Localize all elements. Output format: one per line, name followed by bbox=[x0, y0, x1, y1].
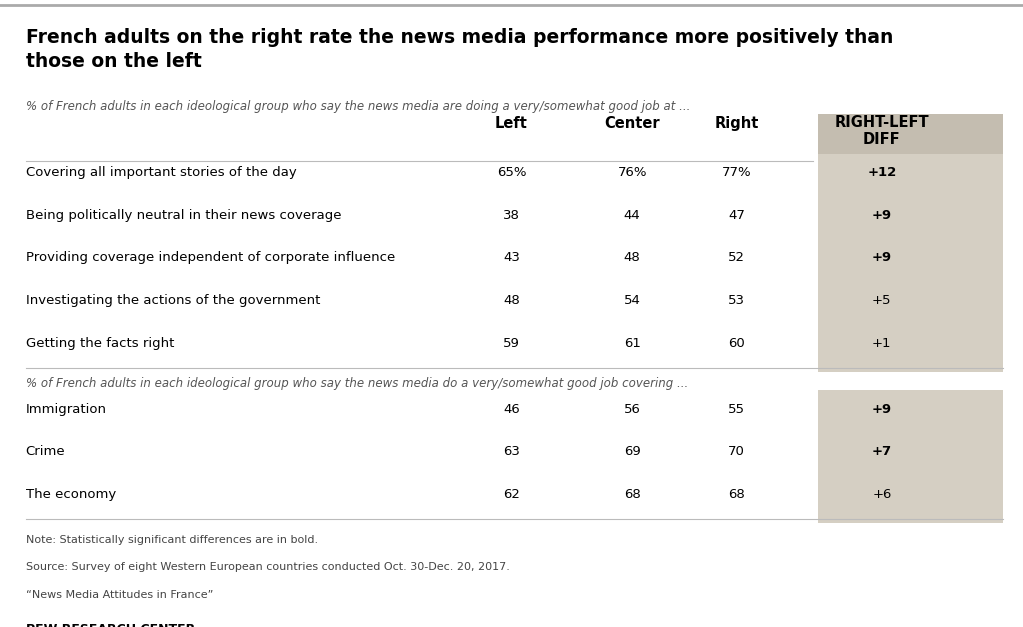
Text: +9: +9 bbox=[872, 403, 892, 416]
Text: Crime: Crime bbox=[26, 445, 65, 458]
Text: +1: +1 bbox=[872, 337, 892, 350]
Text: 48: 48 bbox=[624, 251, 640, 265]
Text: Investigating the actions of the government: Investigating the actions of the governm… bbox=[26, 294, 320, 307]
Text: % of French adults in each ideological group who say the news media are doing a : % of French adults in each ideological g… bbox=[26, 100, 690, 113]
Text: RIGHT-LEFT
DIFF: RIGHT-LEFT DIFF bbox=[835, 115, 929, 147]
Text: Center: Center bbox=[605, 116, 660, 131]
Text: 60: 60 bbox=[728, 337, 745, 350]
Text: Providing coverage independent of corporate influence: Providing coverage independent of corpor… bbox=[26, 251, 395, 265]
Text: +9: +9 bbox=[872, 251, 892, 265]
Text: French adults on the right rate the news media performance more positively than
: French adults on the right rate the news… bbox=[26, 28, 893, 71]
Text: 61: 61 bbox=[624, 337, 640, 350]
Text: 62: 62 bbox=[503, 488, 520, 501]
Text: % of French adults in each ideological group who say the news media do a very/so: % of French adults in each ideological g… bbox=[26, 377, 687, 391]
Text: 70: 70 bbox=[728, 445, 745, 458]
Text: 46: 46 bbox=[503, 403, 520, 416]
Text: The economy: The economy bbox=[26, 488, 116, 501]
Text: 59: 59 bbox=[503, 337, 520, 350]
Text: 65%: 65% bbox=[497, 166, 526, 179]
Text: Source: Survey of eight Western European countries conducted Oct. 30-Dec. 20, 20: Source: Survey of eight Western European… bbox=[26, 562, 509, 572]
Text: Covering all important stories of the day: Covering all important stories of the da… bbox=[26, 166, 297, 179]
Text: 54: 54 bbox=[624, 294, 640, 307]
Text: Being politically neutral in their news coverage: Being politically neutral in their news … bbox=[26, 209, 341, 222]
Text: 47: 47 bbox=[728, 209, 745, 222]
Text: 63: 63 bbox=[503, 445, 520, 458]
Text: 68: 68 bbox=[624, 488, 640, 501]
Text: 53: 53 bbox=[728, 294, 745, 307]
Text: Right: Right bbox=[714, 116, 759, 131]
Text: PEW RESEARCH CENTER: PEW RESEARCH CENTER bbox=[26, 623, 194, 627]
Text: +5: +5 bbox=[872, 294, 892, 307]
FancyBboxPatch shape bbox=[818, 114, 1003, 161]
Text: 76%: 76% bbox=[618, 166, 647, 179]
Text: 43: 43 bbox=[503, 251, 520, 265]
Text: +6: +6 bbox=[873, 488, 891, 501]
Text: +9: +9 bbox=[872, 209, 892, 222]
Text: 52: 52 bbox=[728, 251, 745, 265]
Text: 48: 48 bbox=[503, 294, 520, 307]
Text: +12: +12 bbox=[868, 166, 896, 179]
Text: 38: 38 bbox=[503, 209, 520, 222]
Text: Getting the facts right: Getting the facts right bbox=[26, 337, 174, 350]
Text: 44: 44 bbox=[624, 209, 640, 222]
Text: 68: 68 bbox=[728, 488, 745, 501]
Text: 55: 55 bbox=[728, 403, 745, 416]
Text: Immigration: Immigration bbox=[26, 403, 106, 416]
Text: 56: 56 bbox=[624, 403, 640, 416]
Text: 77%: 77% bbox=[722, 166, 751, 179]
Text: “News Media Attitudes in France”: “News Media Attitudes in France” bbox=[26, 590, 213, 600]
FancyBboxPatch shape bbox=[818, 154, 1003, 372]
Text: +7: +7 bbox=[872, 445, 892, 458]
Text: Note: Statistically significant differences are in bold.: Note: Statistically significant differen… bbox=[26, 535, 318, 545]
Text: 69: 69 bbox=[624, 445, 640, 458]
FancyBboxPatch shape bbox=[818, 390, 1003, 523]
Text: Left: Left bbox=[495, 116, 528, 131]
